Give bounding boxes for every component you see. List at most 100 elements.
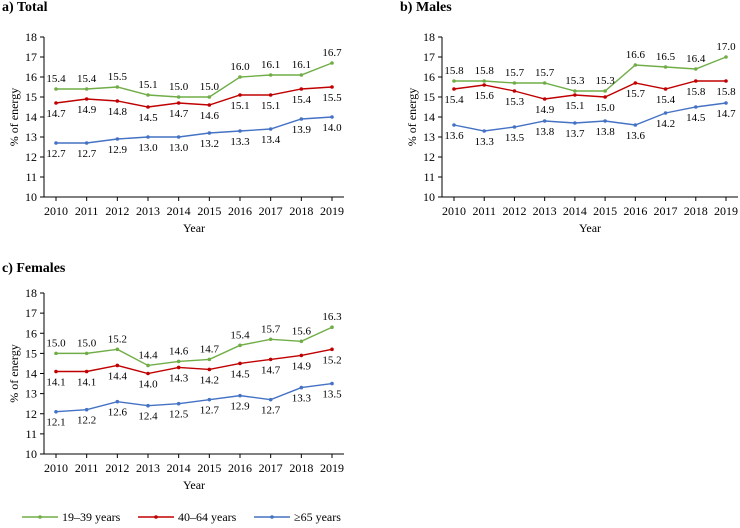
series-line-ge65	[453, 102, 727, 132]
data-point-ge65	[54, 141, 58, 145]
data-label-19_39: 15.5	[108, 71, 128, 83]
data-label-ge65: 12.9	[108, 144, 128, 156]
x-tick-label: 2014	[563, 204, 587, 218]
data-point-ge65	[299, 117, 304, 121]
y-axis-title: % of energy	[7, 344, 21, 402]
data-point-40_64	[663, 87, 668, 91]
data-point-19_39	[176, 95, 181, 99]
data-point-19_39	[268, 337, 273, 342]
y-tick-label: 18	[25, 30, 37, 44]
y-axis-title: % of energy	[7, 88, 21, 146]
data-point-40_64	[84, 369, 89, 374]
y-tick-label: 11	[25, 170, 37, 184]
data-label-ge65: 13.8	[595, 126, 615, 138]
x-tick-label: 2013	[136, 461, 160, 475]
series-line-19_39	[56, 62, 333, 98]
data-label-ge65: 13.6	[626, 130, 646, 142]
data-label-40_64: 14.4	[108, 370, 128, 382]
data-label-40_64: 14.7	[261, 364, 281, 376]
chart-title: c) Females	[2, 261, 66, 276]
data-point-19_39	[146, 93, 150, 97]
data-point-40_64	[115, 99, 120, 103]
data-label-40_64: 14.5	[138, 112, 158, 124]
data-point-40_64	[603, 95, 607, 99]
data-point-ge65	[115, 137, 120, 141]
series-line-ge65	[56, 116, 333, 144]
y-tick-label: 10	[423, 190, 435, 204]
data-point-ge65	[238, 393, 242, 398]
data-label-19_39: 16.0	[230, 61, 250, 73]
y-tick-label: 13	[423, 130, 435, 144]
data-label-40_64: 14.5	[230, 368, 250, 380]
y-tick-label: 12	[25, 150, 37, 164]
y-tick-label: 13	[25, 130, 37, 144]
data-point-ge65	[573, 121, 577, 125]
legend-label-40_64: 40–64 years	[178, 510, 237, 524]
data-point-40_64	[176, 101, 181, 105]
data-label-40_64: 15.4	[444, 94, 464, 106]
data-point-40_64	[238, 93, 242, 97]
data-label-19_39: 16.6	[626, 49, 646, 61]
x-tick-label: 2015	[593, 204, 617, 218]
data-label-40_64: 14.3	[169, 372, 189, 384]
data-point-19_39	[724, 55, 728, 59]
data-point-40_64	[693, 79, 698, 83]
data-label-ge65: 13.5	[505, 132, 525, 144]
data-point-19_39	[693, 67, 698, 71]
data-point-40_64	[330, 347, 334, 352]
series-line-40_64	[453, 80, 726, 100]
data-point-40_64	[482, 83, 487, 87]
data-label-19_39: 15.0	[169, 81, 189, 93]
data-point-19_39	[452, 79, 456, 83]
data-label-19_39: 16.7	[322, 47, 342, 59]
data-label-19_39: 15.7	[535, 67, 555, 79]
data-label-40_64: 15.0	[595, 102, 615, 114]
data-point-40_64	[512, 89, 517, 93]
data-label-ge65: 14.0	[322, 122, 342, 134]
data-label-ge65: 13.4	[261, 134, 281, 146]
data-point-40_64	[238, 361, 242, 366]
data-label-19_39: 16.3	[322, 311, 342, 323]
data-point-19_39	[54, 87, 58, 91]
data-label-ge65: 12.1	[46, 417, 65, 429]
data-label-40_64: 15.5	[322, 92, 342, 104]
data-label-ge65: 12.5	[169, 409, 189, 421]
data-point-ge65	[693, 105, 698, 109]
data-point-19_39	[268, 73, 273, 77]
series-line-40_64	[55, 86, 333, 108]
y-tick-label: 15	[423, 90, 435, 104]
data-label-ge65: 13.2	[200, 138, 219, 150]
data-label-19_39: 15.4	[46, 73, 66, 85]
data-label-ge65: 13.6	[444, 130, 464, 142]
y-axis-title: % of energy	[405, 88, 419, 146]
data-point-40_64	[573, 93, 577, 97]
legend: 19–39 years 40–64 years ≥65 years	[22, 510, 341, 524]
data-point-ge65	[238, 129, 242, 133]
chart-panel-1: a) Total 10 11 12 13 14 15 16 17 18 2010 2011 2012 20…	[2, 0, 344, 235]
legend-marker-19_39	[38, 515, 42, 519]
data-label-40_64: 14.7	[169, 108, 189, 120]
data-point-ge65	[542, 119, 547, 123]
data-point-19_39	[207, 95, 212, 99]
data-label-40_64: 14.9	[77, 104, 97, 116]
data-point-ge65	[176, 401, 181, 406]
data-label-40_64: 15.2	[322, 354, 341, 366]
data-point-19_39	[84, 87, 89, 91]
data-label-ge65: 12.6	[108, 407, 128, 419]
x-tick-label: 2013	[136, 204, 160, 218]
data-point-ge65	[330, 115, 334, 119]
data-label-19_39: 17.0	[716, 41, 736, 53]
data-point-19_39	[512, 81, 517, 85]
data-label-ge65: 12.9	[230, 401, 250, 413]
data-label-19_39: 15.1	[138, 79, 157, 91]
x-tick-label: 2012	[502, 204, 526, 218]
y-tick-label: 12	[25, 407, 37, 421]
data-point-ge65	[115, 399, 120, 404]
data-point-ge65	[146, 403, 150, 408]
data-label-40_64: 14.2	[200, 374, 219, 386]
data-point-40_64	[207, 367, 212, 372]
data-point-19_39	[330, 61, 334, 65]
x-tick-label: 2015	[197, 204, 221, 218]
data-point-40_64	[54, 101, 58, 105]
data-label-ge65: 13.5	[322, 389, 342, 401]
